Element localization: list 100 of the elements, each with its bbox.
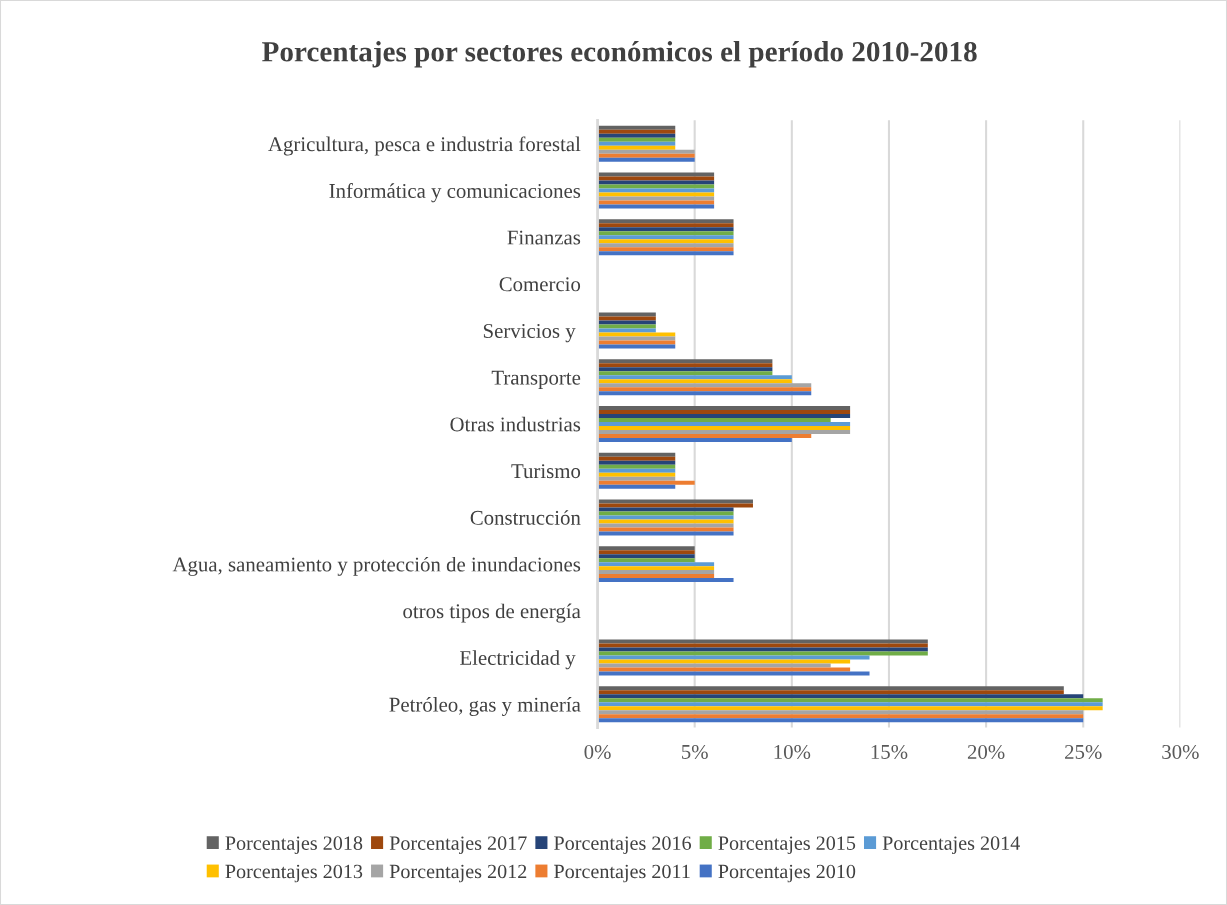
bar <box>597 706 1103 711</box>
x-tick-label: 5% <box>682 744 708 760</box>
bar <box>597 176 715 181</box>
bar <box>597 379 792 384</box>
x-tick-label: 15% <box>871 744 908 760</box>
bar <box>597 359 773 364</box>
bar <box>597 149 695 154</box>
bar <box>597 570 715 575</box>
bar <box>597 391 812 396</box>
legend-label: Porcentajes 2016 <box>554 836 692 855</box>
bar <box>597 558 695 563</box>
bar <box>597 145 676 150</box>
bar <box>597 651 928 656</box>
bar <box>597 671 870 676</box>
x-tick-label: 0% <box>584 744 611 760</box>
bar <box>597 562 715 567</box>
x-tick-label: 20% <box>967 744 1005 760</box>
bar <box>597 503 753 508</box>
bar <box>597 418 831 422</box>
bar <box>597 578 734 583</box>
bar <box>597 456 676 461</box>
bar <box>597 243 734 248</box>
bar <box>597 480 695 485</box>
bar <box>597 184 715 189</box>
bar <box>597 499 753 504</box>
legend-label: Porcentajes 2018 <box>225 836 363 855</box>
bar <box>597 566 715 571</box>
x-tick-label: 10% <box>774 744 811 760</box>
legend-label: Porcentajes 2014 <box>882 836 1020 855</box>
bar <box>597 710 1084 715</box>
bar <box>597 188 715 193</box>
bar <box>597 484 676 489</box>
bar <box>597 410 851 414</box>
bar <box>597 714 1084 719</box>
bar <box>597 192 715 197</box>
bar <box>597 239 734 244</box>
bar <box>597 686 1064 691</box>
bar <box>597 375 792 380</box>
bar <box>597 639 928 644</box>
legend-label: Porcentajes 2012 <box>389 864 527 883</box>
bar <box>597 406 851 410</box>
bar <box>597 523 734 528</box>
y-tick-label: otros tipos de energía <box>403 603 581 623</box>
bar <box>597 125 676 130</box>
bar <box>597 363 773 368</box>
bar <box>597 344 676 349</box>
y-tick-label: Agricultura, pesca e industria forestal <box>268 136 581 156</box>
bar <box>597 464 676 469</box>
bar <box>597 698 1103 703</box>
bar <box>597 223 734 228</box>
bar <box>597 247 734 252</box>
bar <box>597 659 851 664</box>
bar <box>597 204 715 209</box>
y-tick-label: Construcción <box>470 510 581 525</box>
bar <box>597 316 656 321</box>
bar <box>597 324 656 329</box>
bar <box>597 527 734 532</box>
chart-title: Porcentajes por sectores económicos el período 2010-2018 <box>262 41 977 68</box>
legend-label: Porcentajes 2010 <box>718 864 856 883</box>
bar <box>597 367 773 372</box>
bar <box>597 647 928 652</box>
bar <box>597 219 734 224</box>
legend-label: Porcentajes 2011 <box>554 864 690 883</box>
bar <box>597 196 715 201</box>
bar <box>597 133 676 138</box>
bar <box>597 643 928 648</box>
bar <box>597 421 851 426</box>
bar <box>597 433 812 438</box>
bar <box>597 718 1084 723</box>
bar <box>597 519 734 524</box>
legend-label: Porcentajes 2013 <box>225 864 363 883</box>
bar <box>597 180 715 185</box>
bar <box>597 336 676 341</box>
y-tick-label: Transporte <box>491 370 581 389</box>
bar <box>597 511 734 516</box>
bar <box>597 227 734 232</box>
bar <box>597 690 1064 695</box>
bar <box>597 235 734 240</box>
bar <box>597 546 695 551</box>
y-tick-label: Petróleo, gas y minería <box>389 697 581 716</box>
bar <box>597 328 656 333</box>
bar <box>597 476 676 481</box>
bar <box>597 425 851 430</box>
bar <box>597 200 715 205</box>
x-tick-label: 30% <box>1162 744 1199 760</box>
y-tick-label: Turismo <box>511 464 581 479</box>
bar <box>597 472 676 477</box>
bar <box>597 137 676 142</box>
bar <box>597 251 734 256</box>
y-tick-label: Servicios y <box>483 323 576 343</box>
bar <box>597 153 695 158</box>
bar <box>597 157 695 162</box>
bar <box>597 437 792 442</box>
bar <box>597 332 676 337</box>
bar <box>597 429 851 434</box>
bar <box>597 141 676 146</box>
bar <box>597 468 676 473</box>
bar <box>597 515 734 520</box>
bar <box>597 531 734 536</box>
legend-label: Porcentajes 2017 <box>389 836 527 855</box>
